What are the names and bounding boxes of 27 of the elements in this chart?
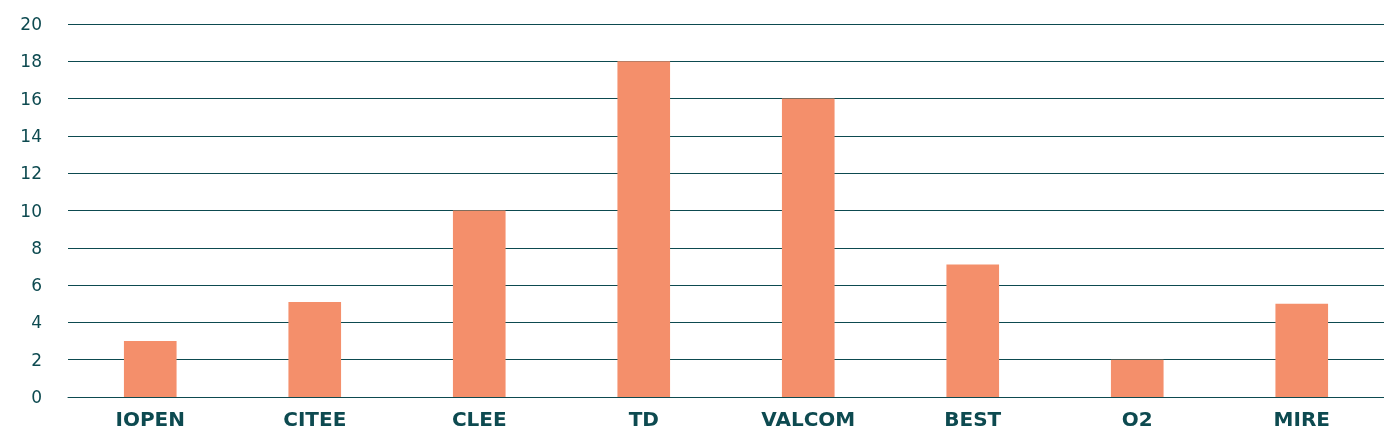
bar bbox=[617, 61, 671, 397]
bar bbox=[123, 341, 177, 397]
bar bbox=[781, 98, 835, 397]
y-tick-label: 20 bbox=[20, 14, 42, 34]
x-tick-label: O2 bbox=[1121, 407, 1153, 431]
x-tick-label: IOPEN bbox=[115, 407, 186, 431]
y-tick-label: 18 bbox=[20, 51, 42, 72]
y-tick-label: 12 bbox=[20, 163, 42, 184]
y-tick-label: 8 bbox=[31, 237, 42, 258]
y-tick-label: 14 bbox=[20, 125, 42, 146]
y-tick-label: 4 bbox=[31, 312, 42, 333]
bar bbox=[452, 210, 506, 397]
x-tick-label: BEST bbox=[944, 407, 1002, 431]
y-tick-label: 10 bbox=[20, 200, 42, 221]
y-tick-label: 6 bbox=[31, 275, 42, 296]
x-tick-label: VALCOM bbox=[761, 407, 856, 431]
x-tick-label: TD bbox=[628, 407, 659, 431]
bar bbox=[1275, 303, 1329, 397]
bar bbox=[946, 264, 1000, 397]
y-tick-label: 2 bbox=[31, 349, 42, 370]
y-tick-label: 0 bbox=[31, 387, 42, 407]
bar bbox=[1110, 359, 1164, 397]
y-tick-label: 16 bbox=[20, 88, 42, 109]
x-tick-label: CLEE bbox=[451, 407, 507, 431]
x-tick-label: CITEE bbox=[283, 407, 347, 431]
bar bbox=[288, 301, 342, 397]
x-tick-label: MIRE bbox=[1273, 407, 1330, 431]
